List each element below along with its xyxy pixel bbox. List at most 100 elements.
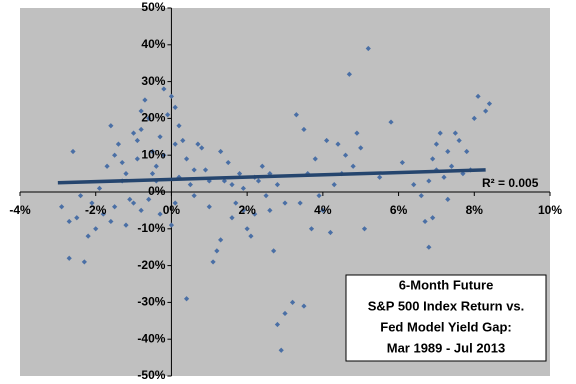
y-tick-label: 0% [148, 184, 166, 198]
point [138, 126, 144, 133]
x-tick-label: -4% [9, 203, 31, 217]
point [475, 93, 481, 99]
point [464, 148, 470, 155]
point [365, 45, 371, 52]
y-tick-label: 40% [141, 37, 165, 51]
point [448, 163, 455, 169]
point [274, 321, 281, 328]
point [293, 112, 299, 118]
point [70, 148, 76, 155]
point [252, 211, 258, 217]
point [165, 112, 171, 118]
point [433, 141, 440, 147]
point [100, 211, 106, 217]
point [183, 296, 190, 302]
point [301, 126, 307, 133]
x-tick-label: 8% [466, 203, 484, 217]
point [308, 226, 315, 232]
point [274, 182, 281, 188]
point [335, 141, 341, 147]
point [176, 123, 182, 129]
r-squared: R² = 0.005 [482, 176, 539, 190]
point [161, 86, 167, 92]
x-tick-label: -2% [85, 203, 107, 217]
point [229, 215, 235, 221]
point [267, 207, 273, 213]
point [138, 207, 144, 213]
point [471, 115, 477, 121]
point [206, 204, 212, 210]
point [191, 193, 197, 199]
point [127, 196, 133, 202]
point [248, 233, 254, 239]
y-tick-label: -50% [137, 368, 165, 382]
point [123, 222, 129, 228]
y-tick-label: 10% [141, 147, 165, 161]
point [85, 233, 91, 239]
point [456, 137, 462, 144]
point [89, 200, 95, 206]
point [108, 123, 114, 129]
point [172, 141, 178, 147]
title-box [345, 274, 547, 362]
point [441, 174, 447, 180]
y-tick-label: -10% [137, 221, 165, 235]
point [361, 226, 368, 232]
point [168, 222, 175, 228]
point [172, 200, 178, 206]
point [123, 171, 129, 177]
point [282, 310, 288, 317]
point [130, 200, 137, 206]
point [183, 156, 190, 162]
point [112, 152, 118, 158]
point [411, 182, 417, 188]
point [358, 145, 364, 151]
point [202, 167, 209, 173]
point [138, 108, 144, 114]
point [350, 163, 356, 169]
point [342, 152, 349, 158]
point [77, 193, 84, 199]
point [263, 193, 269, 199]
point [244, 226, 250, 232]
point [327, 229, 334, 236]
point [271, 248, 277, 254]
point [146, 115, 152, 121]
x-tick-label: 0% [163, 203, 181, 217]
point [66, 218, 72, 225]
point [168, 93, 175, 99]
point [233, 200, 239, 206]
x-tick-label: 4% [314, 203, 332, 217]
point [195, 141, 201, 147]
point [331, 182, 337, 188]
point [289, 299, 296, 305]
point [199, 145, 205, 151]
x-tick-label: 6% [390, 203, 408, 217]
point [354, 130, 360, 136]
point [240, 185, 246, 191]
point [255, 178, 262, 184]
point [426, 178, 432, 184]
point [149, 148, 156, 155]
point [134, 156, 140, 162]
y-tick-label: 30% [141, 74, 165, 88]
point [115, 141, 122, 147]
point [320, 207, 326, 213]
point [108, 218, 114, 225]
point [430, 215, 436, 221]
point [430, 156, 436, 162]
point [259, 163, 265, 169]
point [187, 182, 193, 188]
title-line: S&P 500 Index Return vs. [368, 298, 525, 313]
x-tick-label: 2% [238, 203, 256, 217]
title-line: 6-Month Future [399, 277, 494, 292]
point [316, 193, 322, 199]
point [157, 134, 163, 140]
point [130, 130, 137, 136]
point [157, 211, 163, 217]
title-line: Fed Model Yield Gap: [380, 319, 511, 334]
y-tick-label: -40% [137, 331, 165, 345]
point [282, 200, 288, 206]
point [161, 152, 167, 158]
